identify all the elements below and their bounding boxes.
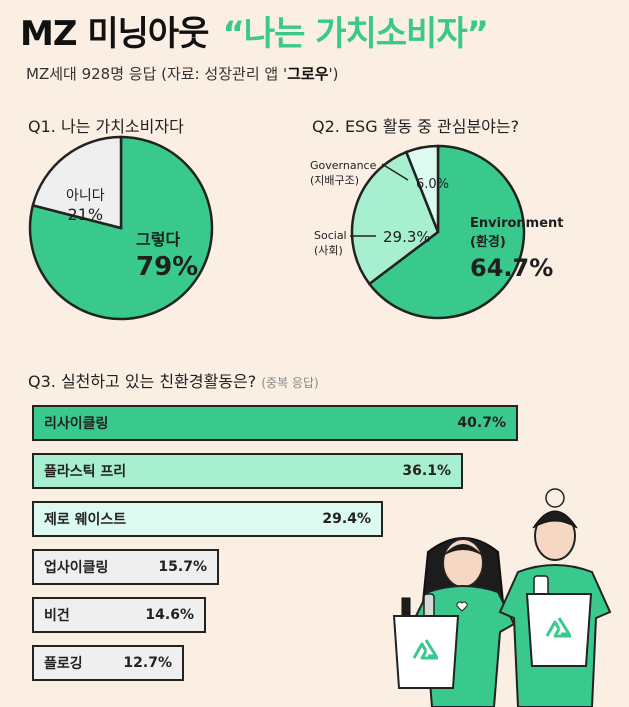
- q1-slice-label-yes: 그렇다 79%: [136, 226, 198, 282]
- q2-social-value: 29.3%: [383, 228, 431, 246]
- title-quote: “나는 가치소비자”: [222, 14, 488, 54]
- recycle-people-illustration: [392, 488, 612, 707]
- subtitle-text: MZ세대 928명 응답 (자료: 성장관리 앱 ': [26, 65, 288, 83]
- q1-title: Q1. 나는 가치소비자다: [28, 117, 184, 136]
- q2-env-sublabel: (환경): [470, 235, 506, 250]
- q3-bar-label-5: 플로깅: [44, 656, 83, 672]
- q3-bar-label-1: 플라스틱 프리: [44, 464, 127, 480]
- q2-social-sublabel: (사회): [314, 244, 343, 257]
- subtitle-app-name: 그로우: [287, 65, 329, 83]
- q3-bar-2: 제로 웨이스트 29.4%: [32, 501, 383, 537]
- q3-bar-label-4: 비건: [44, 608, 70, 624]
- q3-bar-label-2: 제로 웨이스트: [44, 512, 127, 528]
- q3-bar-3: 업사이클링 15.7%: [32, 549, 219, 585]
- q1-no-value: 21%: [67, 205, 104, 224]
- q3-bar-0: 리사이클링 40.7%: [32, 405, 518, 441]
- q1-yes-label: 그렇다: [136, 230, 181, 249]
- q3-title: Q3. 실천하고 있는 친환경활동은? (중복 응답): [28, 368, 319, 392]
- recycle-icon: [545, 617, 571, 638]
- pie2-slice-0: [367, 144, 526, 320]
- q2-pie-chart: [350, 144, 526, 320]
- q3-title-text: Q3. 실천하고 있는 친환경활동은?: [28, 372, 257, 391]
- pie1-slice-1: [31, 135, 123, 230]
- q2-gov-callout: Governance (지배구조): [310, 158, 376, 188]
- q3-bar-value-0: 40.7%: [457, 415, 506, 431]
- man-figure: [498, 488, 612, 707]
- q2-slice-label-environment: Environment (환경) 64.7%: [470, 216, 564, 282]
- q2-env-value: 64.7%: [470, 254, 554, 282]
- page-title: MZ 미닝아웃 “나는 가치소비자”: [20, 6, 489, 56]
- pie2-slice-1: [350, 150, 440, 286]
- q2-social-label: Social: [314, 229, 347, 242]
- q3-title-note: (중복 응답): [261, 376, 319, 390]
- q2-gov-label: Governance: [310, 159, 377, 172]
- q3-bar-label-0: 리사이클링: [44, 416, 109, 432]
- q2-gov-value: 6.0%: [416, 177, 450, 192]
- woman-figure: [392, 537, 516, 707]
- q3-bar-value-3: 15.7%: [158, 559, 207, 575]
- q2-gov-callout-line: [381, 163, 409, 181]
- q2-social-callout: Social (사회): [314, 228, 347, 258]
- q3-bar-4: 비건 14.6%: [32, 597, 206, 633]
- q3-bar-value-5: 12.7%: [123, 655, 172, 671]
- q1-no-label: 아니다: [66, 188, 105, 204]
- q3-bar-value-4: 14.6%: [145, 607, 194, 623]
- q3-bar-label-3: 업사이클링: [44, 560, 109, 576]
- q3-bar-5: 플로깅 12.7%: [32, 645, 184, 681]
- title-main: MZ 미닝아웃: [20, 14, 209, 54]
- recycle-icon: [412, 639, 438, 660]
- pie2-slice-2: [404, 144, 440, 233]
- q1-pie-chart: [28, 135, 214, 321]
- q2-env-label: Environment: [470, 216, 564, 231]
- q1-yes-value: 79%: [136, 252, 199, 282]
- q2-title: Q2. ESG 활동 중 관심분야는?: [312, 117, 520, 136]
- subtitle-close: '): [328, 65, 339, 83]
- q3-bar-value-1: 36.1%: [402, 463, 451, 479]
- page-subtitle: MZ세대 928명 응답 (자료: 성장관리 앱 '그로우'): [26, 63, 338, 84]
- q3-bar-value-2: 29.4%: [322, 511, 371, 527]
- q2-gov-sublabel: (지배구조): [310, 174, 360, 187]
- q3-bar-1: 플라스틱 프리 36.1%: [32, 453, 463, 489]
- q1-slice-label-no: 아니다 21%: [66, 185, 105, 224]
